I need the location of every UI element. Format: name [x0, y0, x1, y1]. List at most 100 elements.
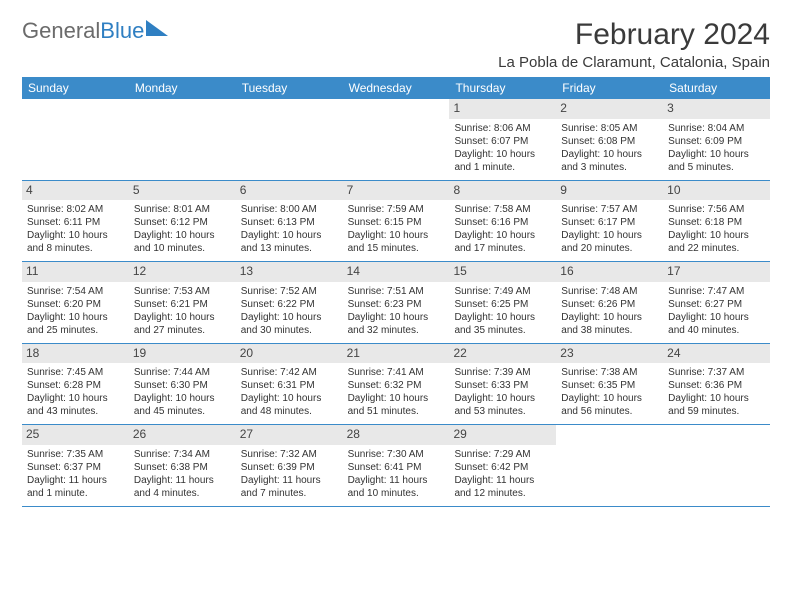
sunset-text: Sunset: 6:07 PM — [454, 135, 551, 148]
daylight-text: Daylight: 10 hours and 30 minutes. — [241, 311, 338, 337]
day-cell: 23Sunrise: 7:38 AMSunset: 6:35 PMDayligh… — [556, 344, 663, 425]
day-cell: 28Sunrise: 7:30 AMSunset: 6:41 PMDayligh… — [343, 425, 450, 506]
week-row: 1Sunrise: 8:06 AMSunset: 6:07 PMDaylight… — [22, 99, 770, 181]
day-cell: 22Sunrise: 7:39 AMSunset: 6:33 PMDayligh… — [449, 344, 556, 425]
day-of-week-header: Sunday Monday Tuesday Wednesday Thursday… — [22, 77, 770, 99]
day-number: 15 — [449, 262, 556, 282]
day-cell — [556, 425, 663, 506]
day-number: 13 — [236, 262, 343, 282]
daylight-text: Daylight: 10 hours and 25 minutes. — [27, 311, 124, 337]
day-number: 25 — [22, 425, 129, 445]
day-cell: 18Sunrise: 7:45 AMSunset: 6:28 PMDayligh… — [22, 344, 129, 425]
sunset-text: Sunset: 6:39 PM — [241, 461, 338, 474]
dow-wednesday: Wednesday — [343, 77, 450, 99]
sunset-text: Sunset: 6:11 PM — [27, 216, 124, 229]
daylight-text: Daylight: 10 hours and 48 minutes. — [241, 392, 338, 418]
day-cell: 1 Sunrise: 8:06 AMSunset: 6:07 PMDaylight… — [449, 99, 556, 180]
daylight-text: Daylight: 10 hours and 38 minutes. — [561, 311, 658, 337]
daylight-text: Daylight: 10 hours and 45 minutes. — [134, 392, 231, 418]
logo: GeneralBlue — [22, 18, 168, 44]
calendar-grid: Sunday Monday Tuesday Wednesday Thursday… — [22, 77, 770, 507]
daylight-text: Daylight: 10 hours and 1 minute. — [454, 148, 551, 174]
sunrise-text: Sunrise: 7:52 AM — [241, 285, 338, 298]
sunset-text: Sunset: 6:13 PM — [241, 216, 338, 229]
daylight-text: Daylight: 10 hours and 59 minutes. — [668, 392, 765, 418]
daylight-text: Daylight: 10 hours and 56 minutes. — [561, 392, 658, 418]
day-number: 22 — [449, 344, 556, 364]
sunrise-text: Sunrise: 8:06 AM — [454, 122, 551, 135]
week-row: 4Sunrise: 8:02 AMSunset: 6:11 PMDaylight… — [22, 181, 770, 263]
day-number: 27 — [236, 425, 343, 445]
sunset-text: Sunset: 6:42 PM — [454, 461, 551, 474]
day-cell: 14Sunrise: 7:51 AMSunset: 6:23 PMDayligh… — [343, 262, 450, 343]
day-cell: 20 Sunrise: 7:42 AMSunset: 6:31 PMDayligh… — [236, 344, 343, 425]
day-cell: 13 Sunrise: 7:52 AMSunset: 6:22 PMDayligh… — [236, 262, 343, 343]
day-cell: 26Sunrise: 7:34 AMSunset: 6:38 PMDayligh… — [129, 425, 236, 506]
sunset-text: Sunset: 6:21 PM — [134, 298, 231, 311]
sunrise-text: Sunrise: 7:54 AM — [27, 285, 124, 298]
daylight-text: Daylight: 11 hours and 1 minute. — [27, 474, 124, 500]
sunrise-text: Sunrise: 8:01 AM — [134, 203, 231, 216]
sunrise-text: Sunrise: 7:48 AM — [561, 285, 658, 298]
sunset-text: Sunset: 6:22 PM — [241, 298, 338, 311]
day-cell: 5Sunrise: 8:01 AMSunset: 6:12 PMDaylight… — [129, 181, 236, 262]
sunset-text: Sunset: 6:32 PM — [348, 379, 445, 392]
day-number: 24 — [663, 344, 770, 364]
sunset-text: Sunset: 6:20 PM — [27, 298, 124, 311]
day-cell: 17Sunrise: 7:47 AMSunset: 6:27 PMDayligh… — [663, 262, 770, 343]
day-cell — [663, 425, 770, 506]
sunset-text: Sunset: 6:33 PM — [454, 379, 551, 392]
dow-monday: Monday — [129, 77, 236, 99]
day-cell: 27Sunrise: 7:32 AMSunset: 6:39 PMDayligh… — [236, 425, 343, 506]
day-cell: 15Sunrise: 7:49 AMSunset: 6:25 PMDayligh… — [449, 262, 556, 343]
day-number: 23 — [556, 344, 663, 364]
day-cell: 19Sunrise: 7:44 AMSunset: 6:30 PMDayligh… — [129, 344, 236, 425]
sunrise-text: Sunrise: 7:45 AM — [27, 366, 124, 379]
day-cell: 8Sunrise: 7:58 AMSunset: 6:16 PMDaylight… — [449, 181, 556, 262]
day-number: 3 — [663, 99, 770, 119]
day-number: 20 — [236, 344, 343, 364]
sunrise-text: Sunrise: 7:57 AM — [561, 203, 658, 216]
month-title: February 2024 — [498, 18, 770, 52]
sunset-text: Sunset: 6:08 PM — [561, 135, 658, 148]
day-cell: 16Sunrise: 7:48 AMSunset: 6:26 PMDayligh… — [556, 262, 663, 343]
week-row: 11Sunrise: 7:54 AMSunset: 6:20 PMDayligh… — [22, 262, 770, 344]
sunrise-text: Sunrise: 7:29 AM — [454, 448, 551, 461]
day-number: 2 — [556, 99, 663, 119]
sunrise-text: Sunrise: 7:32 AM — [241, 448, 338, 461]
page-header: GeneralBlue February 2024 La Pobla de Cl… — [22, 18, 770, 71]
day-cell: 11Sunrise: 7:54 AMSunset: 6:20 PMDayligh… — [22, 262, 129, 343]
day-number: 4 — [22, 181, 129, 201]
daylight-text: Daylight: 10 hours and 22 minutes. — [668, 229, 765, 255]
sunrise-text: Sunrise: 8:00 AM — [241, 203, 338, 216]
sunset-text: Sunset: 6:15 PM — [348, 216, 445, 229]
title-block: February 2024 La Pobla de Claramunt, Cat… — [498, 18, 770, 71]
sunset-text: Sunset: 6:28 PM — [27, 379, 124, 392]
daylight-text: Daylight: 10 hours and 5 minutes. — [668, 148, 765, 174]
dow-friday: Friday — [556, 77, 663, 99]
sunset-text: Sunset: 6:37 PM — [27, 461, 124, 474]
day-number: 26 — [129, 425, 236, 445]
day-cell: 7Sunrise: 7:59 AMSunset: 6:15 PMDaylight… — [343, 181, 450, 262]
sunrise-text: Sunrise: 8:04 AM — [668, 122, 765, 135]
sunset-text: Sunset: 6:31 PM — [241, 379, 338, 392]
sunrise-text: Sunrise: 7:42 AM — [241, 366, 338, 379]
location-subtitle: La Pobla de Claramunt, Catalonia, Spain — [498, 54, 770, 71]
day-cell: 2Sunrise: 8:05 AMSunset: 6:08 PMDaylight… — [556, 99, 663, 180]
sunset-text: Sunset: 6:30 PM — [134, 379, 231, 392]
sunset-text: Sunset: 6:27 PM — [668, 298, 765, 311]
daylight-text: Daylight: 10 hours and 35 minutes. — [454, 311, 551, 337]
dow-sunday: Sunday — [22, 77, 129, 99]
sunrise-text: Sunrise: 7:41 AM — [348, 366, 445, 379]
sunrise-text: Sunrise: 7:38 AM — [561, 366, 658, 379]
week-row: 18Sunrise: 7:45 AMSunset: 6:28 PMDayligh… — [22, 344, 770, 426]
logo-text-blue: Blue — [100, 18, 144, 44]
sunrise-text: Sunrise: 7:59 AM — [348, 203, 445, 216]
day-cell — [129, 99, 236, 180]
dow-saturday: Saturday — [663, 77, 770, 99]
dow-thursday: Thursday — [449, 77, 556, 99]
sunrise-text: Sunrise: 7:56 AM — [668, 203, 765, 216]
calendar-page: GeneralBlue February 2024 La Pobla de Cl… — [0, 0, 792, 525]
daylight-text: Daylight: 10 hours and 10 minutes. — [134, 229, 231, 255]
day-number: 1 — [449, 99, 556, 119]
